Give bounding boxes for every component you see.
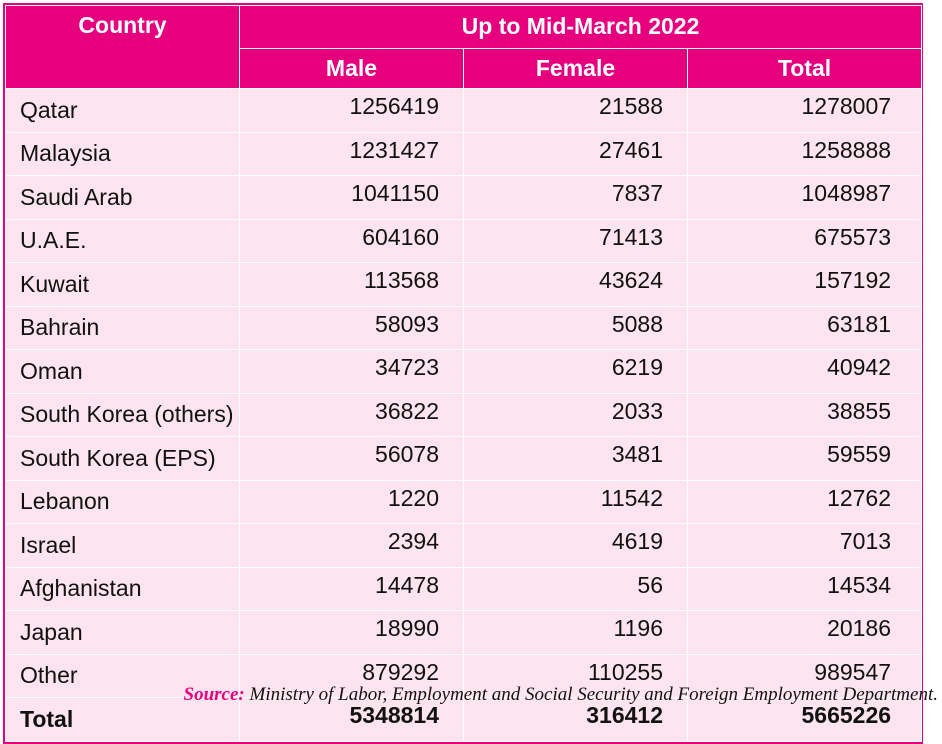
country-cell: Bahrain: [5, 305, 240, 350]
male-cell: 1220: [239, 479, 464, 524]
header-female: Female: [463, 47, 688, 90]
female-cell: 6219: [463, 349, 688, 394]
data-table-container: Country Up to Mid-March 2022 Male Female…: [3, 3, 923, 744]
country-cell: South Korea (EPS): [5, 436, 240, 481]
table-header: Country Up to Mid-March 2022 Male Female…: [5, 5, 923, 90]
female-cell: 43624: [463, 262, 688, 307]
table-row: Saudi Arab 1041150 7837 1048987: [5, 175, 923, 220]
female-cell: 56: [463, 566, 688, 611]
female-cell: 1196: [463, 610, 688, 655]
country-cell: Qatar: [5, 88, 240, 133]
male-cell: 1256419: [239, 88, 464, 133]
total-cell: 14534: [686, 566, 923, 611]
country-cell: Oman: [5, 349, 240, 394]
male-cell: 604160: [239, 218, 464, 263]
header-male: Male: [239, 47, 464, 90]
female-cell: 3481: [463, 436, 688, 481]
female-cell: 4619: [463, 523, 688, 568]
country-cell: Japan: [5, 610, 240, 655]
table-body: Qatar 1256419 21588 1278007 Malaysia 1231427 2…: [5, 88, 923, 742]
source-label: Source:: [183, 684, 245, 705]
male-cell: 58093: [239, 305, 464, 350]
source-note: Source: Ministry of Labor, Employment an…: [184, 684, 938, 706]
total-cell: 1278007: [686, 88, 923, 133]
male-cell: 2394: [239, 523, 464, 568]
female-cell: 11542: [463, 479, 688, 524]
table-row: Oman 34723 6219 40942: [5, 349, 923, 394]
table-row: Kuwait 113568 43624 157192: [5, 262, 923, 307]
total-cell: 157192: [686, 262, 923, 307]
total-cell: 40942: [686, 349, 923, 394]
country-cell: South Korea (others): [5, 392, 240, 437]
source-text: Ministry of Labor, Employment and Social…: [244, 684, 938, 705]
table-row: Japan 18990 1196 20186: [5, 610, 923, 655]
country-cell: Saudi Arab: [5, 175, 240, 220]
male-cell: 34723: [239, 349, 464, 394]
table-row: Bahrain 58093 5088 63181: [5, 305, 923, 350]
country-cell: Afghanistan: [5, 566, 240, 611]
female-cell: 5088: [463, 305, 688, 350]
total-cell: 7013: [686, 523, 923, 568]
female-cell: 7837: [463, 175, 688, 220]
female-cell: 110255: [463, 653, 688, 698]
country-cell: U.A.E.: [5, 218, 240, 263]
female-cell: 2033: [463, 392, 688, 437]
total-cell: 989547: [686, 653, 923, 698]
male-cell: 1231427: [239, 131, 464, 176]
total-cell: 59559: [686, 436, 923, 481]
male-cell: 879292: [239, 653, 464, 698]
male-cell: 56078: [239, 436, 464, 481]
table-row: Qatar 1256419 21588 1278007: [5, 88, 923, 133]
male-cell: 14478: [239, 566, 464, 611]
table-row: Malaysia 1231427 27461 1258888: [5, 131, 923, 176]
country-cell: Israel: [5, 523, 240, 568]
total-cell: 38855: [686, 392, 923, 437]
female-cell: 71413: [463, 218, 688, 263]
table-row: Afghanistan 14478 56 14534: [5, 566, 923, 611]
country-cell: Kuwait: [5, 262, 240, 307]
table-row: South Korea (EPS) 56078 3481 59559: [5, 436, 923, 481]
table-row: U.A.E. 604160 71413 675573: [5, 218, 923, 263]
table-row: Lebanon 1220 11542 12762: [5, 479, 923, 524]
total-cell: 20186: [686, 610, 923, 655]
country-cell: Lebanon: [5, 479, 240, 524]
male-cell: 113568: [239, 262, 464, 307]
table-row: South Korea (others) 36822 2033 38855: [5, 392, 923, 437]
male-cell: 1041150: [239, 175, 464, 220]
header-total: Total: [686, 47, 923, 90]
table-row: Other 879292 110255 989547: [5, 653, 923, 698]
header-country: Country: [5, 5, 240, 89]
male-cell: 18990: [239, 610, 464, 655]
total-cell: 1258888: [686, 131, 923, 176]
female-cell: 27461: [463, 131, 688, 176]
table-row: Israel 2394 4619 7013: [5, 523, 923, 568]
total-cell: 12762: [686, 479, 923, 524]
total-cell: 1048987: [686, 175, 923, 220]
country-cell: Other: [5, 653, 240, 698]
country-cell: Malaysia: [5, 131, 240, 176]
labor-migration-table: Country Up to Mid-March 2022 Male Female…: [5, 5, 923, 742]
total-cell: 675573: [686, 218, 923, 263]
female-cell: 21588: [463, 88, 688, 133]
male-cell: 36822: [239, 392, 464, 437]
total-cell: 63181: [686, 305, 923, 350]
header-period: Up to Mid-March 2022: [238, 5, 923, 49]
